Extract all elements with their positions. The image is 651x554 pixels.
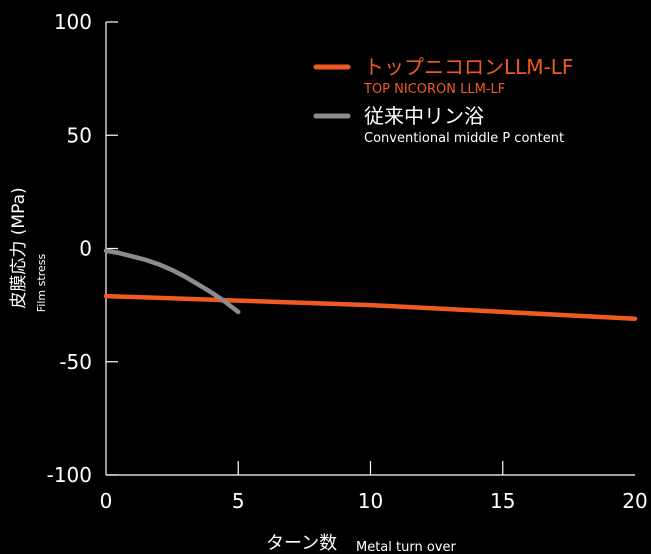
legend-sublabel-2: Conventional middle P content	[364, 131, 564, 146]
y-tick-label: 50	[67, 123, 92, 147]
y-tick-label: -50	[59, 350, 92, 374]
y-tick-label: -100	[47, 463, 92, 487]
tick-labels: 100 50 0 -50 -100 0 5 10 15 20	[47, 10, 648, 513]
legend-label-2: 従来中リン浴	[364, 104, 484, 128]
legend-label-1: トップニコロンLLM-LF	[364, 55, 573, 79]
axes	[105, 21, 635, 476]
x-axis-label: ターン数	[266, 533, 337, 554]
x-tick-label: 0	[100, 489, 113, 513]
x-tick-label: 20	[622, 489, 647, 513]
x-tick-label: 15	[490, 489, 515, 513]
y-tick-label: 100	[54, 10, 92, 34]
y-axis-label: 皮膜応力 (MPa)	[9, 187, 29, 308]
x-axis-sublabel: Metal turn over	[356, 540, 456, 554]
y-tick-label: 0	[79, 237, 92, 261]
series-line-1	[103, 293, 638, 321]
legend: トップニコロンLLM-LF TOP NICORON LLM-LF 従来中リン浴 Con…	[313, 55, 573, 146]
x-tick-label: 10	[358, 489, 383, 513]
series-lines	[103, 248, 638, 321]
x-tick-label: 5	[232, 489, 245, 513]
series-line-2	[103, 248, 241, 315]
y-axis-sublabel: Film stress	[35, 254, 48, 313]
legend-sublabel-1: TOP NICORON LLM-LF	[363, 82, 505, 97]
